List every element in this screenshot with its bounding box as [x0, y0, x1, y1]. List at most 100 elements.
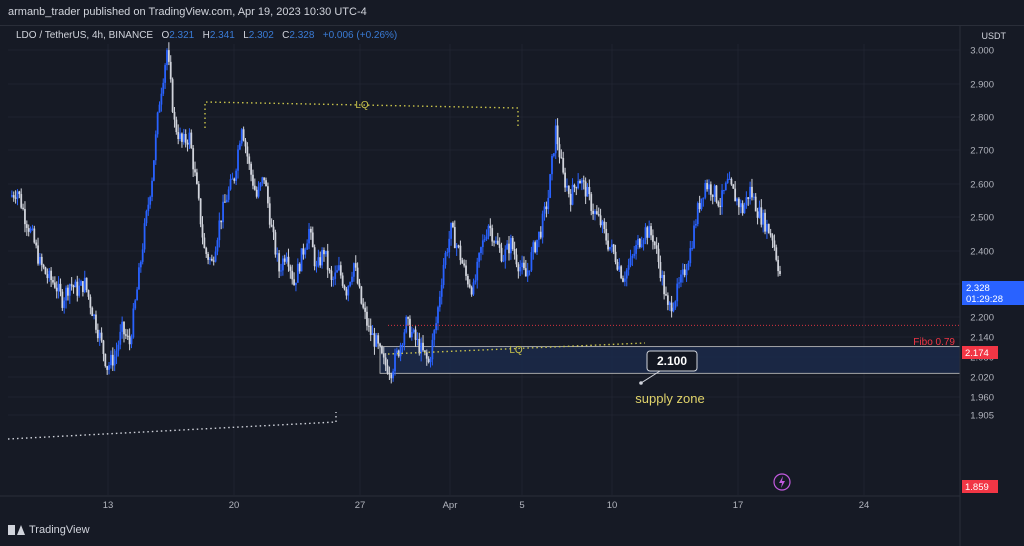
candle-body — [668, 302, 671, 305]
candle-body — [610, 244, 613, 247]
price-tick-label: 2.140 — [970, 333, 994, 344]
candle-body — [306, 243, 309, 250]
candle-body — [22, 207, 24, 209]
candle-body — [416, 338, 419, 340]
candle-body — [96, 329, 99, 339]
candle-body — [539, 231, 542, 238]
candle-body — [545, 206, 548, 210]
candle-body — [481, 240, 484, 248]
candle-body — [20, 194, 23, 208]
candle-body — [401, 344, 404, 346]
candle-body — [706, 183, 709, 190]
candle-body — [405, 317, 408, 333]
candle-body — [81, 281, 84, 292]
candle-body — [136, 289, 138, 301]
candle-body — [767, 224, 770, 234]
candle-body — [532, 242, 535, 253]
candle-body — [270, 224, 273, 227]
candle-body — [390, 374, 393, 379]
candle-body — [633, 253, 636, 256]
candle-body — [179, 133, 181, 140]
open-label: O — [161, 30, 170, 41]
candle-body — [629, 257, 632, 266]
candle-body — [87, 290, 90, 297]
candle-body — [68, 284, 71, 296]
candle-body — [732, 184, 735, 189]
candle-body — [281, 258, 284, 271]
candle-body — [676, 283, 679, 302]
candle-body — [76, 281, 79, 296]
candle-body — [218, 220, 221, 241]
candle-body — [719, 205, 722, 208]
candle-body — [420, 342, 423, 354]
candle-body — [304, 249, 307, 255]
fibo-price-badge: 2.174 — [962, 346, 998, 359]
candle-body — [338, 265, 340, 271]
candle-body — [70, 284, 73, 286]
candle-body — [743, 205, 746, 214]
candle-body — [762, 212, 765, 225]
candle-body — [315, 265, 318, 267]
symbol-label: LDO / TetherUS, 4h, BINANCE — [16, 30, 154, 41]
tradingview-logo[interactable]: TradingView — [8, 524, 90, 536]
candle-body — [50, 270, 53, 281]
candle-body — [702, 197, 705, 199]
candle-body — [652, 235, 654, 242]
candle-body — [308, 228, 310, 244]
candle-body — [560, 157, 563, 159]
candle-body — [775, 247, 778, 260]
candle-body — [571, 184, 574, 205]
candle-body — [751, 186, 753, 198]
candle-body — [78, 285, 81, 296]
candle-body — [220, 220, 223, 223]
candle-body — [95, 314, 97, 330]
candle-body — [696, 203, 699, 224]
candle-body — [364, 307, 366, 312]
candle-body — [530, 252, 533, 271]
candle-body — [459, 245, 462, 261]
candle-body — [35, 242, 38, 246]
time-tick-label: 5 — [519, 500, 524, 511]
candle-body — [171, 79, 174, 112]
candle-body — [435, 323, 438, 331]
candle-body — [255, 189, 258, 197]
candle-body — [18, 191, 21, 195]
candle-body — [412, 329, 415, 332]
candle-body — [46, 274, 49, 279]
candle-body — [352, 263, 355, 277]
candle-body — [371, 333, 374, 336]
candle-body — [663, 274, 666, 295]
candle-body — [407, 317, 409, 319]
callout-value: 2.100 — [657, 354, 687, 368]
candle-body — [210, 258, 213, 261]
price-tick-label: 2.020 — [970, 373, 994, 384]
candle-body — [222, 201, 224, 223]
candle-body — [55, 287, 58, 292]
candle-body — [61, 291, 64, 308]
candle-body — [37, 245, 39, 264]
candle-body — [330, 270, 333, 280]
candle-body — [276, 253, 279, 255]
candle-body — [324, 250, 327, 255]
candle-body — [117, 344, 120, 351]
candle-body — [523, 262, 525, 269]
candle-body — [734, 188, 737, 202]
candle-body — [749, 186, 751, 199]
lightning-icon[interactable] — [773, 473, 791, 491]
candle-body — [709, 184, 712, 195]
chart-area[interactable] — [0, 26, 1024, 546]
price-callout[interactable]: 2.100 — [639, 350, 698, 385]
price-tick-label: 2.400 — [970, 247, 994, 258]
candle-body — [737, 198, 740, 208]
candle-body — [618, 266, 621, 270]
candle-body — [296, 263, 299, 283]
candle-body — [175, 119, 178, 133]
candle-body — [242, 129, 245, 141]
candle-body — [113, 356, 116, 366]
candle-body — [102, 340, 105, 354]
candle-body — [44, 267, 47, 275]
candle-body — [31, 228, 34, 230]
candle-body — [528, 270, 531, 272]
candle-body — [257, 186, 260, 197]
